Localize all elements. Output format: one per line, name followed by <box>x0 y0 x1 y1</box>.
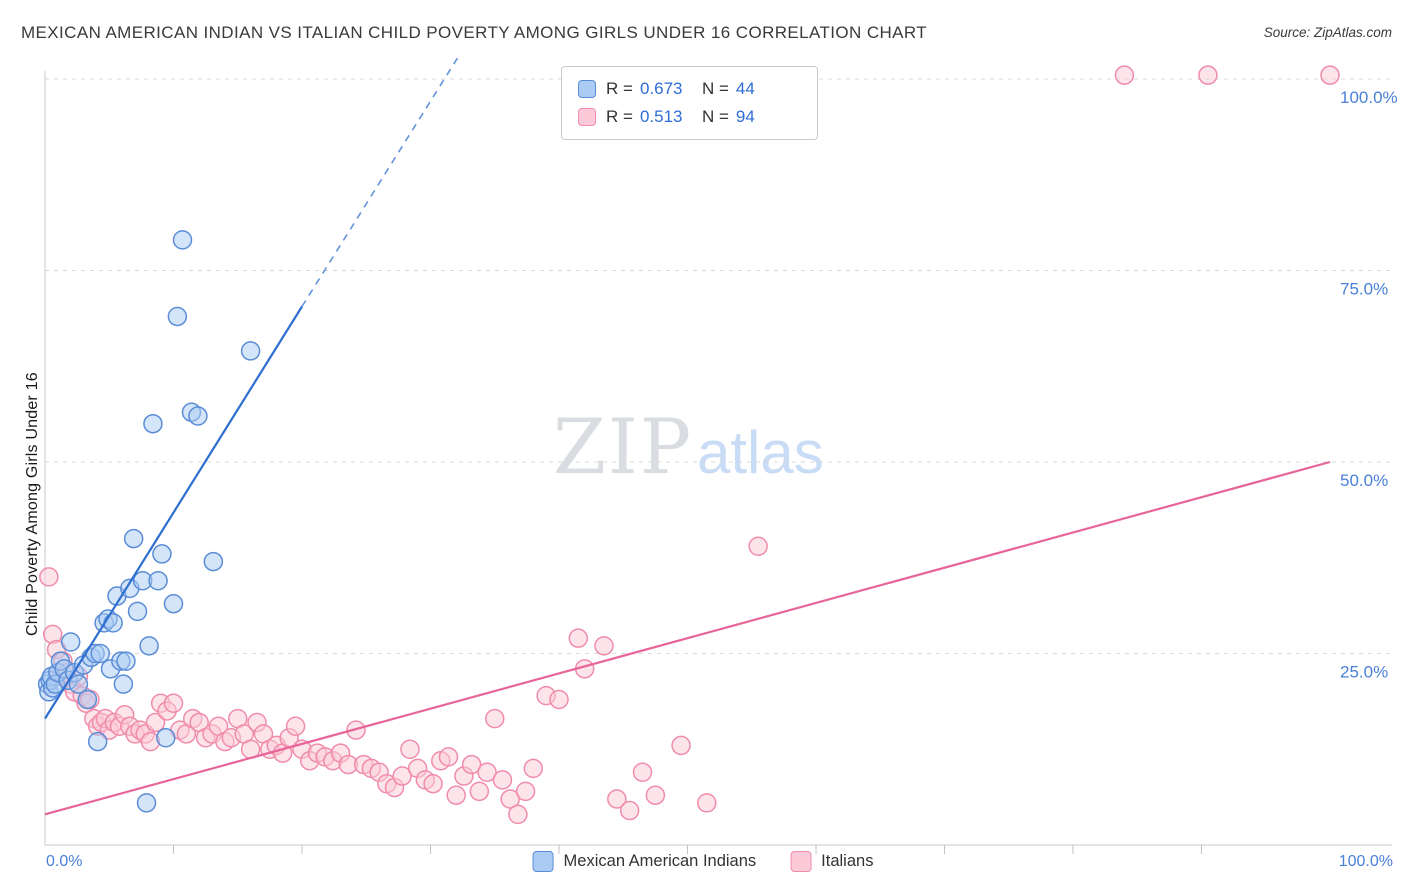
italians-point <box>39 567 59 587</box>
r-value-pink: 0.513 <box>639 107 683 126</box>
legend-label: Italians <box>821 852 874 870</box>
n-value-pink: 94 <box>735 107 755 126</box>
italians-point <box>423 773 443 794</box>
italians-point <box>1114 65 1135 85</box>
legend-swatch-pink <box>578 108 596 126</box>
mexican-american-indians-point <box>163 593 184 614</box>
n-label: N = <box>701 107 729 126</box>
italians-point <box>697 793 717 813</box>
r-value-blue: 0.673 <box>639 79 683 98</box>
legend-swatch-blue <box>578 80 596 98</box>
legend-swatch-blue <box>532 851 554 872</box>
italians-point <box>485 708 505 729</box>
italians-point <box>671 735 691 756</box>
watermark-atlas: atlas <box>696 419 824 486</box>
mexican-american-indians-point <box>152 544 172 564</box>
mexican-american-indians-trend-line <box>44 305 303 720</box>
mexican-american-indians-point <box>148 570 168 591</box>
italians-point <box>632 762 653 782</box>
mexican-american-indians-point <box>139 636 159 656</box>
italians-point <box>163 693 184 714</box>
r-label: R = <box>606 107 633 126</box>
mexican-american-indians-point <box>188 406 208 426</box>
legend-item-italians: Italians <box>790 851 873 872</box>
italians-point <box>619 800 640 821</box>
italians-point <box>645 785 666 805</box>
mexican-american-indians-point <box>60 632 81 652</box>
y-tick-label: 50.0% <box>1340 471 1388 490</box>
italians-point <box>523 758 544 779</box>
watermark-zip: ZIP <box>553 402 693 491</box>
italians-point <box>145 712 166 733</box>
series-legend: Mexican American Indians Italians <box>532 851 873 872</box>
italians-point <box>500 789 520 809</box>
italians-point <box>392 766 412 786</box>
zipatlas-watermark: ZIP atlas <box>553 402 824 491</box>
italians-point <box>492 770 513 790</box>
mexican-american-indians-point <box>68 674 89 694</box>
italians-point <box>515 781 536 802</box>
italians-point <box>549 689 569 710</box>
mexican-american-indians-point <box>136 793 157 813</box>
legend-swatch-pink <box>790 851 812 872</box>
mexican-american-indians-point <box>123 528 144 549</box>
n-label: N = <box>701 79 729 98</box>
source-attribution: Source: ZipAtlas.com <box>1263 25 1392 40</box>
italians-point <box>1198 65 1218 85</box>
italians-point <box>477 762 497 782</box>
correlation-legend: R = 0.673 N = 44 R = 0.513 N = 94 <box>561 66 818 140</box>
mexican-american-indians-point <box>240 341 261 361</box>
legend-row-blue: R = 0.673 N = 44 <box>578 77 801 101</box>
y-axis-title: Child Poverty Among Girls Under 16 <box>24 372 41 636</box>
x-axis-min-label: 0.0% <box>46 853 83 870</box>
italians-point <box>568 628 589 648</box>
x-axis-max-label: 100.0% <box>1338 853 1393 870</box>
italians-point <box>594 636 614 656</box>
italians-point <box>438 747 459 767</box>
mexican-american-indians-point <box>172 230 193 250</box>
mexican-american-indians-point <box>127 601 148 622</box>
r-label: R = <box>606 79 633 98</box>
legend-label: Mexican American Indians <box>563 852 757 870</box>
italians-point <box>285 716 306 737</box>
legend-row-pink: R = 0.513 N = 94 <box>578 105 801 129</box>
mexican-american-indians-point <box>143 413 163 434</box>
mexican-american-indians-point <box>116 651 136 671</box>
y-tick-label: 25.0% <box>1340 663 1388 682</box>
legend-item-mexican-american-indians: Mexican American Indians <box>532 851 757 872</box>
italians-point <box>469 781 490 802</box>
n-value-blue: 44 <box>735 79 755 98</box>
italians-point <box>1320 65 1340 85</box>
mexican-american-indians-point <box>103 613 123 633</box>
mexican-american-indians-point <box>87 731 108 752</box>
mexican-american-indians-point <box>77 689 98 710</box>
mexican-american-indians-point <box>113 674 134 694</box>
italians-point <box>748 536 768 557</box>
mexican-american-indians-point <box>90 643 111 664</box>
mexican-american-indians-point <box>167 306 188 327</box>
y-tick-label: 100.0% <box>1340 88 1398 107</box>
italians-point <box>508 804 528 825</box>
italians-point <box>607 789 627 809</box>
italians-point <box>461 754 482 775</box>
italians-trend-line <box>44 460 1331 816</box>
mexican-american-indians-point <box>203 551 224 572</box>
page-title: MEXICAN AMERICAN INDIAN VS ITALIAN CHILD… <box>21 23 928 42</box>
y-tick-label: 75.0% <box>1340 280 1388 299</box>
mexican-american-indians-trend-extension <box>301 55 460 307</box>
italians-point <box>400 739 420 759</box>
mexican-american-indians-point <box>156 728 176 748</box>
italians-point <box>446 785 466 805</box>
